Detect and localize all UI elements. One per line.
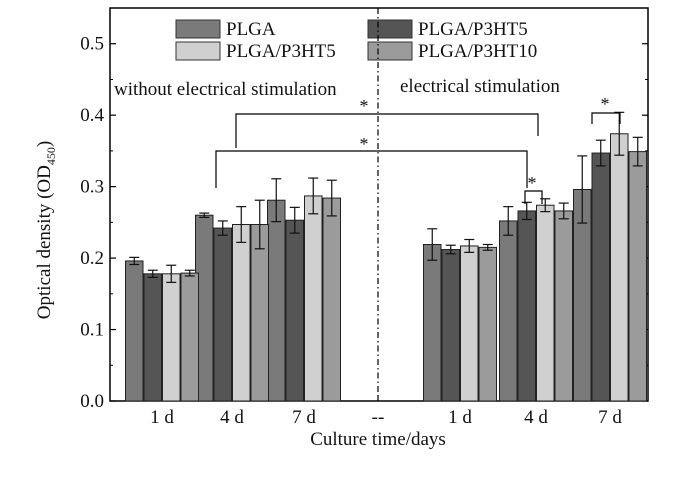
bar	[213, 227, 232, 402]
significance-bracket-star: *	[360, 134, 369, 154]
y-tick-label: 0.0	[80, 391, 104, 412]
bar	[628, 151, 647, 402]
bar	[517, 210, 536, 402]
group-label-left: without electrical stimulation	[114, 79, 337, 100]
x-axis-label: Culture time/days	[310, 429, 446, 450]
legend-entry: PLGA/P3HT5	[367, 19, 528, 40]
legend-entry: PLGA/P3HT5	[175, 41, 336, 62]
x-tick-label: 7 d	[598, 407, 622, 428]
legend-entry: PLGA	[175, 19, 276, 40]
bar	[460, 245, 479, 402]
significance-bracket	[235, 113, 539, 148]
bar	[267, 199, 286, 402]
significance-bracket-star: *	[360, 96, 369, 116]
legend-swatch-plga-p3ht5-dark	[367, 19, 413, 39]
bar	[499, 220, 518, 402]
bar	[125, 260, 144, 402]
y-tick-label: 0.4	[80, 105, 104, 126]
legend-label: PLGA/P3HT5	[418, 19, 528, 40]
bar	[232, 224, 251, 402]
legend-label: PLGA/P3HT10	[418, 41, 537, 62]
bar	[322, 197, 341, 402]
plot-frame	[109, 7, 649, 402]
y-tick-label: 0.2	[80, 248, 104, 269]
legend-label: PLGA/P3HT5	[226, 41, 336, 62]
plot-area: 0.0 0.1 0.2 0.3 0.4 0.5 1 d 4 d 7 d -- 1 d 4 d 7 d * *…	[80, 7, 649, 428]
legend-swatch-plga	[175, 19, 221, 39]
x-tick-label: 4 d	[220, 407, 244, 428]
bar	[591, 152, 610, 402]
y-axis-label: Optical density (OD450)	[34, 141, 58, 319]
bar	[162, 273, 181, 402]
legend-label: PLGA	[226, 19, 276, 40]
x-tick-label: --	[372, 407, 385, 428]
y-tick-label: 0.5	[80, 34, 104, 55]
x-tick-label: 1 d	[150, 407, 174, 428]
group-label-right: electrical stimulation	[400, 76, 560, 97]
bar	[143, 273, 162, 402]
bar	[423, 244, 442, 402]
x-tick-label: 7 d	[292, 407, 316, 428]
bar	[285, 219, 304, 402]
bar	[536, 204, 555, 402]
legend-entry: PLGA/P3HT10	[367, 41, 537, 62]
x-tick-label: 4 d	[524, 407, 548, 428]
bar	[610, 133, 629, 402]
y-tick-label: 0.3	[80, 177, 104, 198]
significance-bracket	[215, 150, 528, 188]
bar	[250, 224, 269, 402]
significance-bracket-star: *	[601, 94, 610, 114]
significance-bracket	[524, 190, 543, 204]
legend-swatch-plga-p3ht5-light	[175, 41, 221, 61]
bar	[180, 272, 199, 402]
bar	[304, 195, 323, 402]
bar	[441, 249, 460, 402]
legend-swatch-plga-p3ht10	[367, 41, 413, 61]
significance-bracket-star: *	[528, 173, 537, 193]
bar	[478, 246, 497, 402]
y-tick-label: 0.1	[80, 320, 104, 341]
significance-bracket	[591, 112, 621, 124]
x-tick-label: 1 d	[448, 407, 472, 428]
legend: PLGA PLGA/P3HT5 PLGA/P3HT5 PLGA/P3HT10	[175, 19, 537, 62]
bar	[554, 210, 573, 402]
